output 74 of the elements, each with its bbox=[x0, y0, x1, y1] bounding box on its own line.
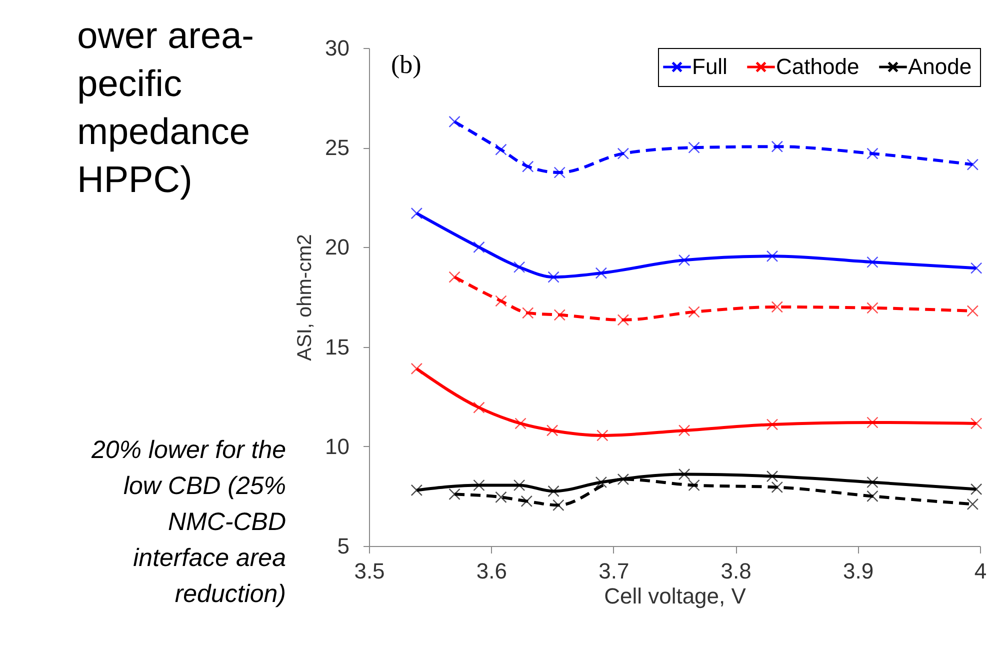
point bbox=[473, 241, 485, 254]
point bbox=[966, 305, 979, 317]
point bbox=[410, 484, 422, 496]
point bbox=[546, 424, 558, 436]
legend-label: Cathode bbox=[776, 54, 860, 79]
point bbox=[866, 476, 878, 488]
point bbox=[766, 250, 778, 262]
point bbox=[866, 256, 878, 268]
point bbox=[866, 490, 878, 502]
point bbox=[970, 418, 982, 430]
point bbox=[966, 158, 979, 170]
point bbox=[678, 424, 690, 436]
text: ower area- pecific mpedance HPPC) bbox=[77, 14, 254, 202]
point bbox=[473, 402, 485, 414]
point bbox=[548, 271, 560, 283]
legend-label: Full bbox=[692, 54, 728, 79]
point bbox=[554, 309, 566, 321]
point bbox=[495, 144, 507, 156]
point bbox=[771, 481, 783, 494]
point bbox=[554, 166, 566, 178]
point bbox=[866, 148, 878, 160]
point bbox=[513, 261, 526, 273]
legend-label: Anode bbox=[908, 54, 972, 79]
point bbox=[595, 267, 608, 279]
y-axis-title: ASI, ohm-cm2 bbox=[294, 234, 316, 361]
point bbox=[448, 116, 460, 128]
y-tick-label: 5 bbox=[337, 534, 350, 558]
point bbox=[448, 488, 460, 500]
point bbox=[495, 295, 507, 307]
point bbox=[766, 418, 778, 430]
point bbox=[771, 140, 783, 152]
point bbox=[514, 418, 526, 430]
x-tick-label: 3.8 bbox=[720, 558, 752, 584]
y-tick-label: 25 bbox=[325, 135, 350, 160]
point bbox=[595, 476, 608, 488]
point bbox=[771, 301, 783, 313]
point bbox=[596, 430, 608, 442]
x-tick-label: 3.9 bbox=[843, 558, 874, 584]
point bbox=[522, 307, 534, 319]
point bbox=[520, 495, 532, 508]
annotation: (b) bbox=[391, 50, 422, 79]
point bbox=[678, 254, 690, 266]
point bbox=[688, 479, 700, 492]
point bbox=[548, 485, 560, 498]
x-axis-title: Cell voltage, V bbox=[604, 584, 746, 608]
x-tick-label: 3.6 bbox=[476, 558, 507, 584]
y-tick-label: 10 bbox=[325, 434, 350, 459]
point bbox=[966, 498, 979, 510]
point bbox=[513, 479, 526, 492]
point bbox=[473, 479, 485, 492]
point bbox=[522, 160, 534, 172]
point bbox=[448, 271, 460, 283]
x-tick-label: 4 bbox=[974, 558, 987, 584]
point bbox=[552, 499, 564, 512]
point bbox=[410, 362, 422, 375]
y-tick-label: 15 bbox=[325, 334, 350, 360]
point bbox=[617, 314, 630, 326]
point bbox=[688, 306, 700, 318]
point bbox=[766, 470, 778, 482]
point bbox=[678, 468, 690, 480]
y-tick-label: 30 bbox=[325, 36, 350, 60]
point bbox=[617, 473, 630, 486]
x-tick-label: 3.7 bbox=[598, 558, 630, 584]
point bbox=[970, 483, 982, 496]
point bbox=[617, 148, 630, 160]
point bbox=[495, 491, 507, 504]
point bbox=[866, 416, 878, 428]
text: 20% lower for the low CBD (25% NMC-CBD interface area reduction) bbox=[91, 435, 286, 610]
point bbox=[688, 142, 700, 154]
point bbox=[866, 302, 878, 314]
x-tick-label: 3.5 bbox=[354, 558, 385, 584]
y-tick-label: 20 bbox=[325, 234, 350, 260]
point bbox=[410, 207, 422, 220]
point bbox=[970, 262, 982, 274]
